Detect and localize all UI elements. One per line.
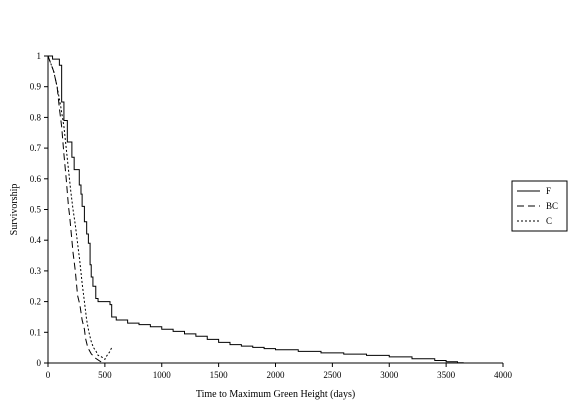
legend-label-c: C <box>546 216 552 226</box>
y-tick-label: 0.6 <box>30 174 42 184</box>
y-tick-label: 0.3 <box>30 266 42 276</box>
plot-series <box>47 55 464 364</box>
y-axis-ticks: 0 0.1 0.2 0.3 0.4 0.5 0.6 0.7 0.8 0.9 1 <box>30 51 48 368</box>
y-tick-label: 0.2 <box>30 297 41 307</box>
x-tick-label: 0 <box>46 370 51 380</box>
y-tick-label: 0.5 <box>30 205 42 215</box>
y-tick-label: 0 <box>37 358 42 368</box>
y-tick-label: 0.8 <box>30 112 42 122</box>
legend-label-f: F <box>546 186 551 196</box>
series-line-bc <box>47 55 106 364</box>
y-tick-label: 0.7 <box>30 143 42 153</box>
x-tick-label: 1000 <box>153 370 172 380</box>
series-line-f <box>48 55 464 364</box>
legend: F BC C <box>511 180 568 232</box>
x-tick-label: 1500 <box>210 370 229 380</box>
series-line-c <box>47 55 113 361</box>
y-tick-label: 1 <box>37 51 42 61</box>
y-tick-label: 0.1 <box>30 327 41 337</box>
x-tick-label: 2500 <box>323 370 342 380</box>
legend-label-bc: BC <box>546 201 558 211</box>
y-tick-label: 0.9 <box>30 82 42 92</box>
x-axis-title: Time to Maximum Green Height (days) <box>196 389 355 400</box>
y-axis-title: Survivorship <box>9 184 20 236</box>
x-tick-label: 3000 <box>380 370 399 380</box>
y-tick-label: 0.4 <box>30 235 42 245</box>
x-tick-label: 500 <box>98 370 112 380</box>
x-tick-label: 2000 <box>267 370 286 380</box>
x-axis-ticks: 0 500 1000 1500 2000 2500 3000 3500 4000 <box>46 363 513 380</box>
x-tick-label: 3500 <box>437 370 456 380</box>
x-tick-label: 4000 <box>494 370 513 380</box>
